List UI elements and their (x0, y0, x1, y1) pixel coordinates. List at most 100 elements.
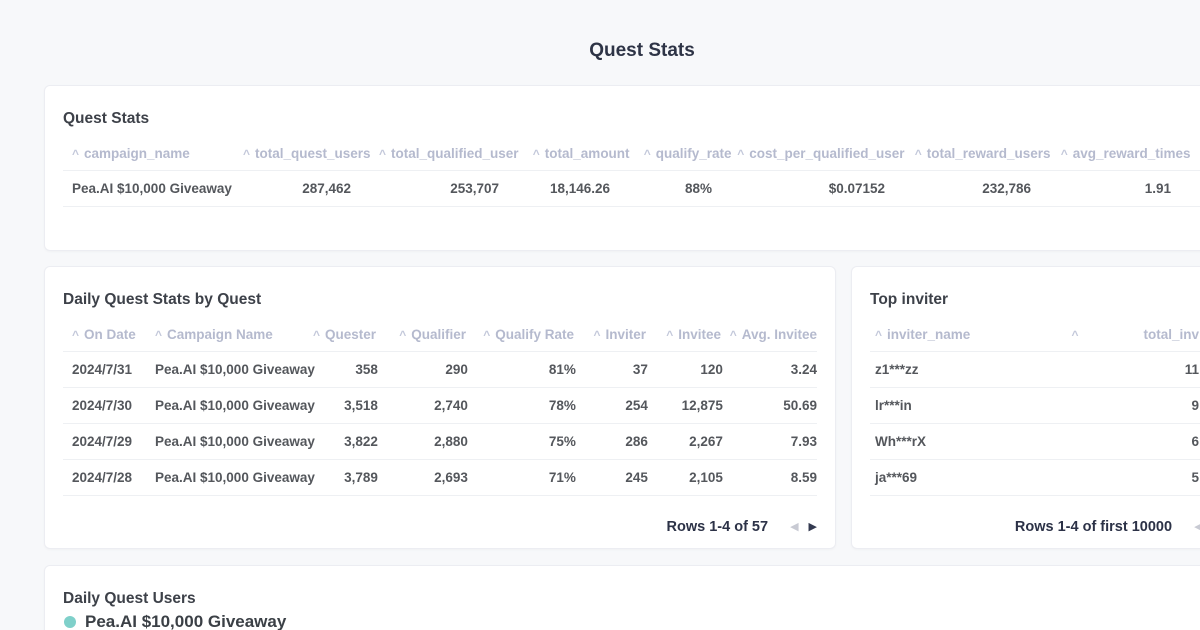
table-row: 2024/7/31 Pea.AI $10,000 Giveaway 358 29… (63, 352, 817, 388)
sort-caret-icon: ^ (1060, 147, 1068, 161)
cell-total-qualified-user: 253,707 (450, 181, 499, 196)
pagination: Rows 1-4 of 57 ◀ ▶ (63, 516, 817, 538)
quest-stats-heading: Quest Stats (63, 110, 150, 127)
column-header-quester[interactable]: ^ Quester (313, 326, 377, 342)
cell-on-date: 2024/7/28 (72, 470, 133, 485)
cell-avg-invitee: 50.69 (783, 398, 817, 413)
column-header-campaign-name[interactable]: ^ campaign_name (72, 145, 190, 161)
column-header-inviter[interactable]: ^ Inviter (593, 326, 647, 342)
cell-avg-invitee: 3.24 (790, 362, 817, 377)
sort-caret-icon: ^ (483, 328, 491, 342)
cell-qualify-rate: 88% (684, 181, 712, 196)
cell-total-quest-users: 287,462 (302, 181, 351, 196)
column-header-total-qualified-user[interactable]: ^ total_qualified_user (379, 145, 519, 161)
next-page-icon[interactable]: ▶ (808, 520, 817, 533)
table-row: ja***69 5 (870, 460, 1200, 496)
column-header-on-date[interactable]: ^ On Date (72, 326, 136, 342)
sort-caret-icon: ^ (379, 147, 387, 161)
cell-campaign-name: Pea.AI $10,000 Giveaway (155, 398, 315, 413)
cell-on-date: 2024/7/30 (72, 398, 133, 413)
sort-caret-icon: ^ (875, 328, 883, 342)
cell-inviter-name: z1***zz (875, 362, 919, 377)
prev-page-icon[interactable]: ◀ (1194, 521, 1200, 533)
sort-caret-icon: ^ (737, 147, 745, 161)
cell-cost-per-qualified-user: $0.07152 (828, 181, 885, 196)
column-header-qualify-rate[interactable]: ^ Qualify Rate (483, 326, 575, 342)
column-header-total-reward-users[interactable]: ^ total_reward_users (914, 145, 1051, 161)
cell-total-inv: 6 (1191, 434, 1199, 449)
daily-quest-stats-card: Daily Quest Stats by Quest ^ On Date ^ Cam… (44, 266, 836, 549)
chart-legend-item[interactable]: Pea.AI $10,000 Giveaway (63, 612, 1200, 630)
cell-invitee: 2,105 (689, 470, 723, 485)
table-header-row: ^ On Date ^ Campaign Name ^ Quester ^ Qualif… (63, 317, 817, 352)
prev-page-icon[interactable]: ◀ (790, 520, 799, 533)
cell-quester: 3,518 (344, 398, 378, 413)
legend-label: Pea.AI $10,000 Giveaway (85, 612, 287, 630)
cell-total-inv: 11 (1184, 362, 1199, 377)
cell-invitee: 2,267 (689, 434, 723, 449)
cell-campaign-name: Pea.AI $10,000 Giveaway (72, 181, 232, 196)
column-header-invitee[interactable]: ^ Invitee (666, 326, 722, 342)
column-header-middle[interactable]: ^ (1050, 328, 1100, 342)
top-inviter-card: Top inviter ^ inviter_name ^ total_inv z1… (851, 266, 1200, 549)
sort-caret-icon: ^ (666, 328, 674, 342)
column-header-inviter-name[interactable]: ^ inviter_name (875, 326, 971, 342)
sort-caret-icon: ^ (313, 328, 321, 342)
sort-caret-icon: ^ (72, 147, 80, 161)
daily-quest-users-heading: Daily Quest Users (63, 590, 196, 607)
cell-inviter: 37 (632, 362, 648, 377)
column-header-cost-per-qualified-user[interactable]: ^ cost_per_qualified_user (737, 145, 905, 161)
pagination-label: Rows 1-4 of 57 (666, 519, 769, 535)
cell-total-inv: 5 (1191, 470, 1199, 485)
top-inviter-heading: Top inviter (870, 291, 949, 308)
table-row: Pea.AI $10,000 Giveaway 287,462 253,707 … (63, 171, 1200, 207)
sort-caret-icon: ^ (1071, 328, 1079, 342)
column-header-avg-invitee[interactable]: ^ Avg. Invitee (729, 326, 817, 342)
cell-total-inv: 9 (1191, 398, 1199, 413)
sort-caret-icon: ^ (643, 147, 651, 161)
cell-quester: 358 (355, 362, 378, 377)
cell-inviter: 254 (625, 398, 648, 413)
cell-inviter-name: Wh***rX (875, 434, 927, 449)
column-header-total-inv[interactable]: total_inv (1143, 326, 1199, 342)
column-header-campaign-name[interactable]: ^ Campaign Name (155, 326, 273, 342)
table-row: lr***in 9 (870, 388, 1200, 424)
cell-qualify-rate: 75% (548, 434, 576, 449)
table-row: 2024/7/29 Pea.AI $10,000 Giveaway 3,822 … (63, 424, 817, 460)
cell-quester: 3,822 (344, 434, 378, 449)
cell-campaign-name: Pea.AI $10,000 Giveaway (155, 434, 315, 449)
cell-invitee: 12,875 (681, 398, 723, 413)
table-row: Wh***rX 6 (870, 424, 1200, 460)
pagination: Rows 1-4 of first 10000 ◀ ▶ (870, 516, 1200, 538)
quest-stats-table: ^ campaign_name ^ total_quest_users ^ total… (63, 136, 1200, 207)
daily-quest-stats-table: ^ On Date ^ Campaign Name ^ Quester ^ Qualif… (63, 317, 817, 496)
cell-inviter: 245 (625, 470, 648, 485)
cell-inviter-name: ja***69 (875, 470, 918, 485)
cell-total-amount: 18,146.26 (549, 181, 610, 196)
cell-qualifier: 2,740 (434, 398, 468, 413)
cell-invitee: 120 (700, 362, 723, 377)
cell-on-date: 2024/7/29 (72, 434, 133, 449)
pagination-label: Rows 1-4 of first 10000 (1014, 519, 1173, 535)
cell-qualify-rate: 71% (548, 470, 576, 485)
cell-campaign-name: Pea.AI $10,000 Giveaway (155, 470, 315, 485)
cell-on-date: 2024/7/31 (72, 362, 133, 377)
column-header-qualify-rate[interactable]: ^ qualify_rate (643, 145, 732, 161)
column-header-total-quest-users[interactable]: ^ total_quest_users (243, 145, 371, 161)
column-header-avg-reward-times[interactable]: ^ avg_reward_times (1060, 145, 1191, 161)
daily-quest-stats-heading: Daily Quest Stats by Quest (63, 291, 262, 308)
daily-quest-users-card: Daily Quest Users Pea.AI $10,000 Giveawa… (44, 565, 1200, 630)
column-header-clipped[interactable]: ^ (1191, 147, 1200, 159)
top-inviter-table: ^ inviter_name ^ total_inv z1***zz 11 lr*… (870, 317, 1200, 496)
table-row: z1***zz 11 (870, 352, 1200, 388)
page-title: Quest Stats (589, 40, 695, 61)
column-header-qualifier[interactable]: ^ Qualifier (399, 326, 467, 342)
sort-caret-icon: ^ (729, 328, 737, 342)
cell-qualifier: 2,693 (434, 470, 468, 485)
cell-inviter-name: lr***in (875, 398, 912, 413)
cell-inviter: 286 (625, 434, 648, 449)
cell-qualify-rate: 81% (548, 362, 576, 377)
column-header-total-amount[interactable]: ^ total_amount (532, 145, 630, 161)
legend-dot-icon (64, 615, 76, 628)
